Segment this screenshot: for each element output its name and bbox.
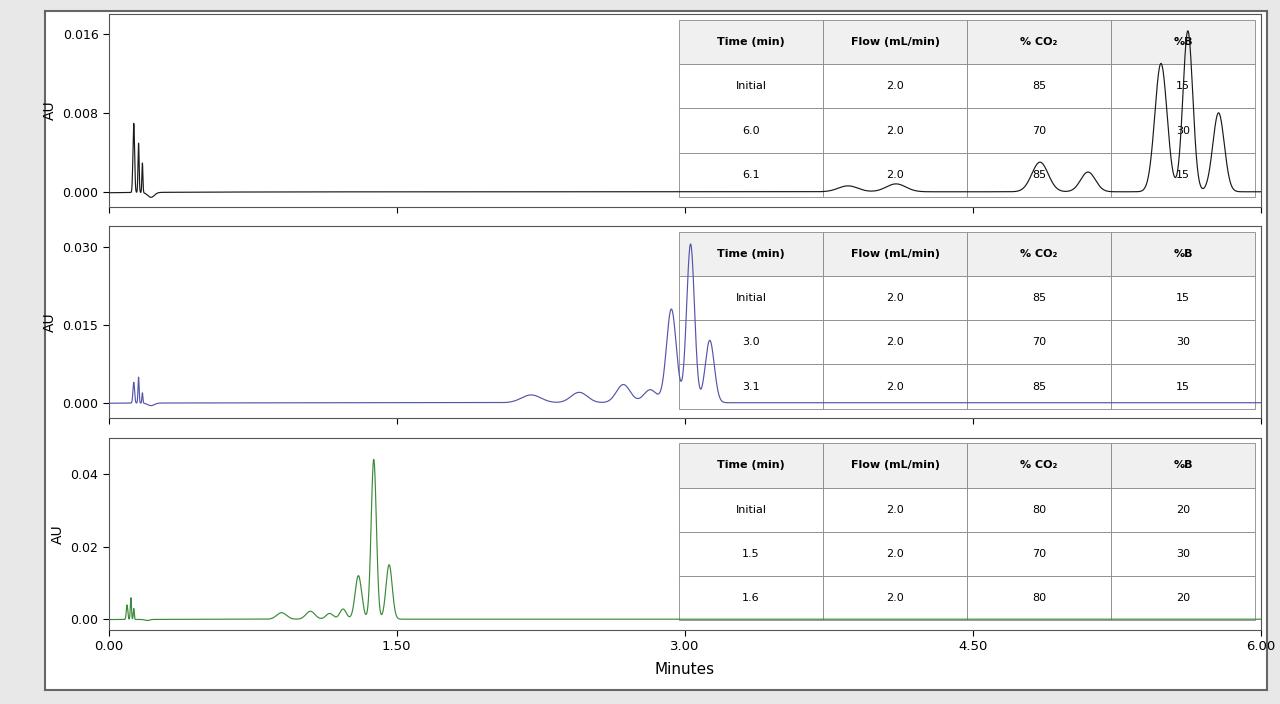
Y-axis label: AU: AU <box>42 313 56 332</box>
Y-axis label: AU: AU <box>42 101 56 120</box>
X-axis label: Minutes: Minutes <box>655 662 714 677</box>
Y-axis label: AU: AU <box>51 524 65 543</box>
